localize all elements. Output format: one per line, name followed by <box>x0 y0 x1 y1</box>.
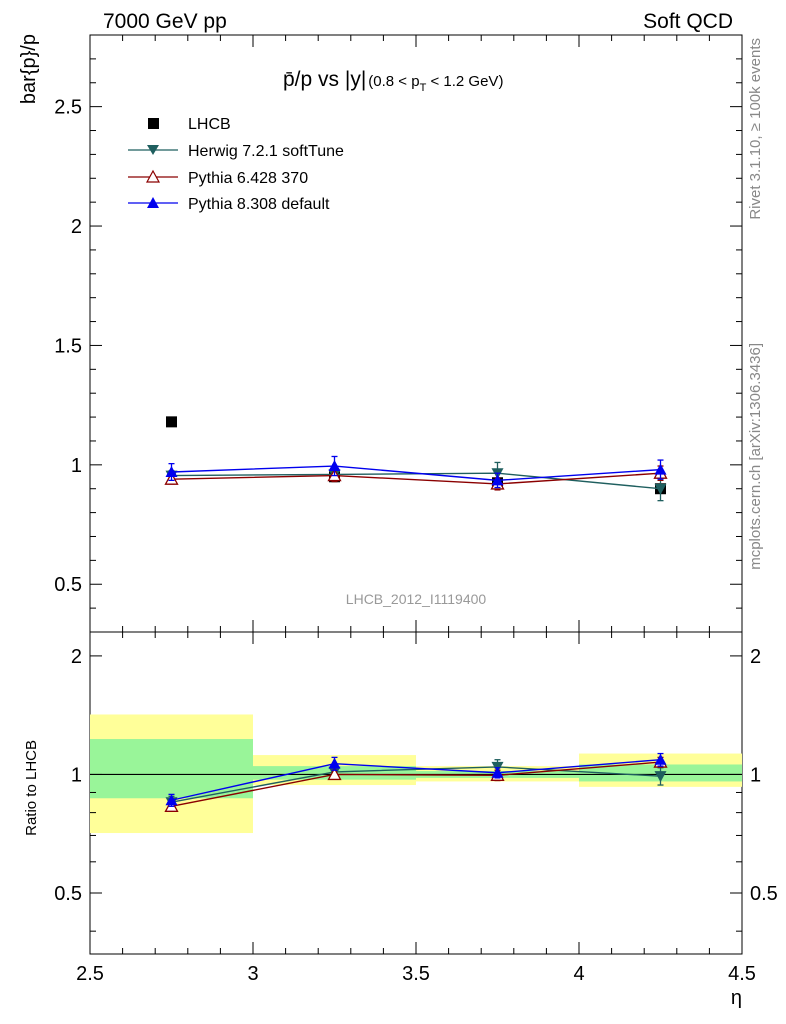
ratio-y-tick-label: 0.5 <box>54 883 82 905</box>
pythia8-ratio-point <box>654 753 667 765</box>
rivet-note: Rivet 3.1.10, ≥ 100k events <box>747 38 764 220</box>
y-tick-label: 0.5 <box>54 574 82 596</box>
pythia8-ratio-point <box>165 794 178 806</box>
pythia8-line <box>171 465 661 482</box>
y-tick-labels: 0.5 1 1.5 2 2.5 <box>54 97 82 597</box>
x-tick-label: 3 <box>247 963 258 985</box>
ratio-y-tick-label-right: 1 <box>750 764 761 786</box>
pythia6-ratio-line <box>171 761 661 808</box>
pythia8-ratio-point <box>491 766 504 778</box>
pythia6-ratio-point <box>327 767 342 781</box>
plot-title-sub-end: < 1.2 GeV) <box>426 73 503 90</box>
pythia8-point <box>328 460 341 472</box>
legend-marker-pythia6 <box>145 169 161 183</box>
ratio-y-tick-label-right: 2 <box>750 646 761 668</box>
analysis-watermark: LHCB_2012_I1119400 <box>346 591 487 607</box>
plot-title: p̄/p vs |y| (0.8 < pT < 1.2 GeV) <box>283 68 503 94</box>
legend-marker-herwig <box>147 145 159 155</box>
legend-label-pythia8: Pythia 8.308 default <box>188 196 330 213</box>
ratio-y-tick-labels-right: 0.5 1 2 <box>750 646 778 905</box>
x-tick-label: 2.5 <box>76 963 104 985</box>
legend-label-lhcb: LHCB <box>188 116 231 133</box>
herwig-ratio-point <box>654 771 667 783</box>
main-series <box>164 416 668 502</box>
herwig-ratio-line <box>171 766 661 803</box>
mcplots-note: mcplots.cern.ch [arXiv:1306.3436] <box>747 343 764 570</box>
y-axis-label: bar{p}/p <box>18 34 40 104</box>
ratio-y-tick-label-right: 0.5 <box>750 883 778 905</box>
tick-marks <box>89 34 743 954</box>
pythia6-line <box>171 472 661 485</box>
x-tick-labels: 2.5 3 3.5 4 4.5 <box>76 963 756 985</box>
pythia8-point <box>165 466 178 478</box>
herwig-point <box>654 483 667 495</box>
x-tick-label: 3.5 <box>402 963 430 985</box>
x-axis-label: η <box>731 987 742 1009</box>
ratio-y-tick-labels-left: 0.5 1 2 <box>54 646 82 905</box>
y-tick-label: 1.5 <box>54 335 82 357</box>
herwig-line <box>171 472 661 490</box>
uncertainty-band-inner <box>90 739 253 799</box>
pythia8-point <box>654 463 667 475</box>
plot-title-sub: (0.8 < p <box>368 73 419 90</box>
pythia8-point <box>491 474 504 486</box>
ratio-series <box>164 752 668 812</box>
x-tick-label: 4 <box>573 963 584 985</box>
plot-title-main: p̄/p vs |y| <box>283 68 366 91</box>
ratio-y-tick-label: 2 <box>71 646 82 668</box>
plot-title-sub-index: T <box>420 82 427 94</box>
legend: LHCB Herwig 7.2.1 softTune Pythia 6.428 … <box>128 116 344 213</box>
x-tick-label: 4.5 <box>728 963 756 985</box>
legend-marker-lhcb <box>148 118 159 129</box>
legend-label-pythia6: Pythia 6.428 370 <box>188 170 308 187</box>
energy-label: 7000 GeV pp <box>103 10 227 33</box>
legend-marker-pythia8 <box>147 197 159 208</box>
lhcb-data-point <box>166 416 177 428</box>
y-tick-label: 1 <box>71 455 82 477</box>
ratio-bands <box>90 714 742 834</box>
y-tick-label: 2 <box>71 216 82 238</box>
category-label: Soft QCD <box>643 10 733 33</box>
ratio-y-tick-label: 1 <box>71 764 82 786</box>
pythia8-ratio-line <box>171 759 661 801</box>
ratio-y-axis-label: Ratio to LHCB <box>23 740 40 836</box>
y-tick-label: 2.5 <box>54 97 82 119</box>
pythia8-ratio-point <box>328 757 341 769</box>
legend-label-herwig: Herwig 7.2.1 softTune <box>188 143 344 160</box>
